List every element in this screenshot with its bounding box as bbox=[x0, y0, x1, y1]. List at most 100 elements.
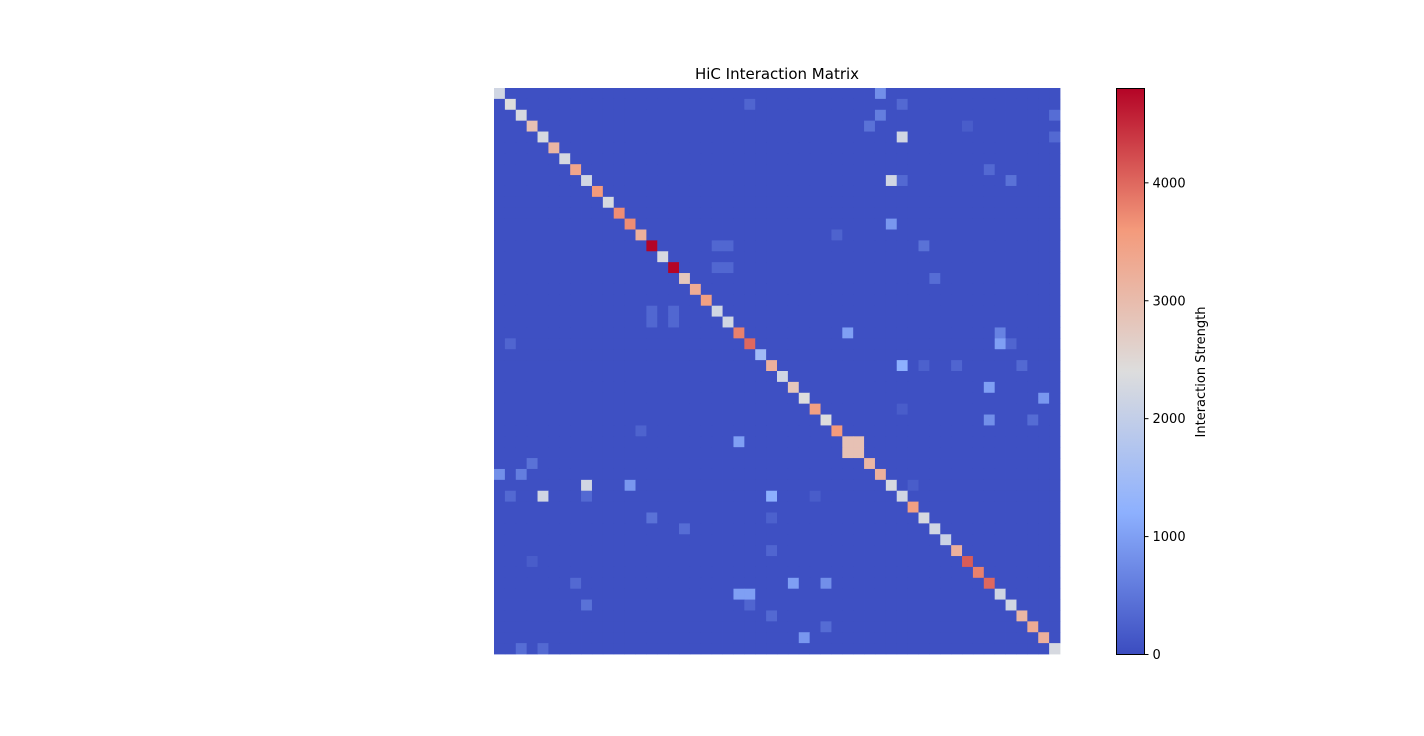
heatmap-cell bbox=[657, 501, 669, 513]
heatmap-cell bbox=[809, 98, 821, 111]
heatmap-cell bbox=[744, 566, 756, 579]
heatmap-cell bbox=[766, 479, 778, 492]
heatmap-cell bbox=[1027, 577, 1039, 590]
heatmap-cell bbox=[918, 479, 930, 492]
heatmap-cell bbox=[951, 88, 963, 100]
heatmap-cell bbox=[1049, 240, 1061, 252]
heatmap-cell bbox=[798, 109, 811, 122]
heatmap-cell bbox=[1005, 164, 1017, 176]
heatmap-cell bbox=[864, 556, 876, 568]
heatmap-cell bbox=[689, 610, 702, 622]
heatmap-cell bbox=[809, 599, 821, 611]
heatmap-cell bbox=[1049, 458, 1061, 470]
heatmap-cell bbox=[896, 403, 909, 415]
heatmap-cell bbox=[864, 512, 876, 524]
heatmap-cell bbox=[918, 588, 930, 600]
heatmap-cell bbox=[798, 566, 811, 579]
heatmap-cell bbox=[972, 632, 985, 644]
heatmap-cell bbox=[581, 273, 593, 285]
heatmap-cell bbox=[657, 338, 669, 350]
heatmap-cell bbox=[972, 556, 985, 568]
heatmap-cell bbox=[646, 414, 658, 426]
heatmap-cell bbox=[994, 468, 1006, 481]
heatmap-cell bbox=[1049, 643, 1061, 655]
heatmap-cell bbox=[853, 425, 865, 437]
heatmap-cell bbox=[874, 185, 887, 198]
heatmap-cell bbox=[494, 88, 506, 100]
heatmap-cell bbox=[570, 371, 582, 383]
heatmap-cell bbox=[744, 545, 756, 557]
heatmap-cell bbox=[787, 479, 800, 492]
heatmap-cell bbox=[972, 501, 985, 513]
heatmap-cell bbox=[896, 392, 909, 405]
heatmap-cell bbox=[679, 262, 691, 274]
heatmap-cell bbox=[798, 436, 811, 448]
heatmap-cell bbox=[777, 556, 789, 568]
heatmap-cell bbox=[526, 316, 538, 328]
heatmap-cell bbox=[755, 381, 767, 394]
heatmap-cell bbox=[809, 131, 821, 143]
heatmap-cell bbox=[700, 577, 713, 590]
heatmap-cell bbox=[668, 185, 680, 198]
heatmap-cell bbox=[581, 643, 593, 655]
heatmap-cell bbox=[766, 98, 778, 111]
heatmap-cell bbox=[613, 512, 626, 524]
heatmap-cell bbox=[1038, 327, 1050, 339]
heatmap-cell bbox=[918, 643, 930, 655]
heatmap-cell bbox=[929, 425, 941, 437]
heatmap-cell bbox=[885, 164, 898, 176]
heatmap-cell bbox=[983, 316, 996, 328]
heatmap-cell bbox=[798, 240, 811, 252]
heatmap-cell bbox=[777, 566, 789, 579]
heatmap-cell bbox=[907, 479, 919, 492]
heatmap-cell bbox=[548, 566, 560, 579]
heatmap-cell bbox=[1049, 305, 1061, 317]
heatmap-cell bbox=[918, 88, 930, 100]
heatmap-cell bbox=[526, 392, 538, 405]
heatmap-cell bbox=[994, 621, 1006, 633]
heatmap-cell bbox=[570, 262, 582, 274]
heatmap-cell bbox=[820, 196, 832, 209]
heatmap-cell bbox=[1049, 196, 1061, 209]
heatmap-cell bbox=[777, 185, 789, 198]
heatmap-cell bbox=[1038, 468, 1050, 481]
heatmap-cell bbox=[613, 164, 626, 176]
heatmap-cell bbox=[809, 262, 821, 274]
heatmap-cell bbox=[874, 556, 887, 568]
heatmap-cell bbox=[787, 610, 800, 622]
heatmap-cell bbox=[853, 175, 865, 187]
heatmap-cell bbox=[777, 436, 789, 448]
heatmap-cell bbox=[831, 610, 843, 622]
heatmap-cell bbox=[679, 588, 691, 600]
heatmap-cell bbox=[515, 164, 528, 176]
heatmap-cell bbox=[559, 131, 571, 143]
heatmap-cell bbox=[570, 185, 582, 198]
heatmap-cell bbox=[820, 251, 832, 263]
heatmap-cell bbox=[613, 621, 626, 633]
heatmap-cell bbox=[570, 142, 582, 154]
heatmap-cell bbox=[559, 458, 571, 470]
heatmap-cell bbox=[613, 98, 626, 111]
heatmap-cell bbox=[646, 566, 658, 579]
heatmap-cell bbox=[657, 262, 669, 274]
heatmap-cell bbox=[657, 479, 669, 492]
heatmap-cell bbox=[657, 175, 669, 187]
heatmap-cell bbox=[983, 131, 996, 143]
heatmap-cell bbox=[864, 175, 876, 187]
heatmap-cell bbox=[972, 534, 985, 546]
heatmap-cell bbox=[1005, 371, 1017, 383]
heatmap-cell bbox=[515, 371, 528, 383]
heatmap-cell bbox=[766, 468, 778, 481]
heatmap-cell bbox=[1005, 305, 1017, 317]
heatmap-cell bbox=[874, 447, 887, 459]
heatmap-cell bbox=[515, 403, 528, 415]
heatmap-cell bbox=[907, 185, 919, 198]
heatmap-cell bbox=[755, 175, 767, 187]
heatmap-cell bbox=[537, 381, 549, 394]
heatmap-cell bbox=[962, 338, 974, 350]
heatmap-cell bbox=[733, 632, 745, 644]
heatmap-cell bbox=[1038, 566, 1050, 579]
heatmap-cell bbox=[570, 599, 582, 611]
heatmap-cell bbox=[494, 632, 506, 644]
heatmap-cell bbox=[962, 251, 974, 263]
